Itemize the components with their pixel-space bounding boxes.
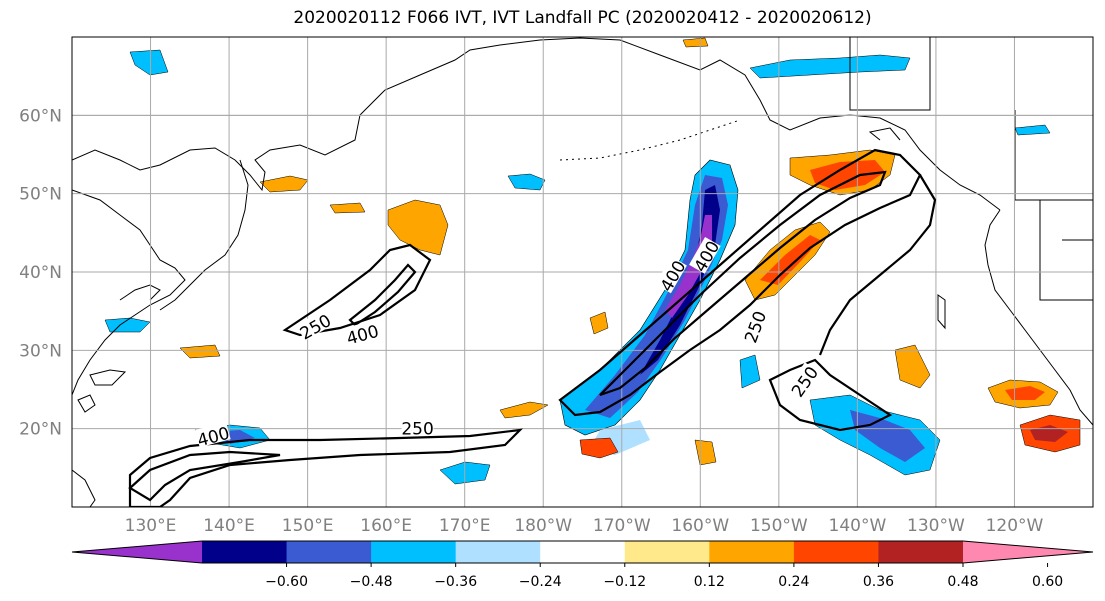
positive-patch-hawaii <box>579 437 619 459</box>
positive-patch-alaska-core <box>810 160 885 190</box>
contour-label-bg <box>689 236 721 274</box>
positive-patch-small2 <box>329 202 366 214</box>
positive-patch-small4 <box>499 401 549 419</box>
colorbar-tick-label: 0.12 <box>694 574 725 590</box>
colorbar-tick-label: −0.36 <box>434 574 477 590</box>
map-frame <box>71 36 1094 508</box>
colorbar-tick-label: 0.48 <box>947 574 978 590</box>
longitude-tick-label: 130°E <box>125 516 177 536</box>
colorbar-segment <box>709 541 795 563</box>
longitude-tick-label: 170°W <box>593 516 651 536</box>
positive-patch-west <box>387 199 449 256</box>
longitude-tick-label: 170°E <box>439 516 491 536</box>
colorbar-segment <box>624 541 710 563</box>
colorbar-tick-labels: −0.60 −0.48 −0.36 −0.24 −0.12 0.12 0.24 0.36 0.4… <box>265 563 1063 590</box>
latitude-tick-label: 20°N <box>19 420 62 440</box>
colorbar-tick-label: −0.12 <box>603 574 646 590</box>
longitude-tick-label: 150°E <box>282 516 334 536</box>
colorbar-outline <box>71 540 1094 564</box>
negative-patch-small8 <box>129 49 169 76</box>
longitude-tick-label: 140°W <box>829 516 887 536</box>
colorbar-tick-label: −0.48 <box>350 574 393 590</box>
map-grid <box>72 37 1093 507</box>
longitude-labels: 130°E 140°E 150°E 160°E 170°E 180°W 170°W 160°W… <box>125 516 1044 536</box>
colorbar-tick-label: −0.60 <box>265 574 308 590</box>
positive-patch-mid <box>894 344 931 389</box>
colorbar-extend-low <box>72 541 202 563</box>
longitude-tick-label: 150°W <box>750 516 808 536</box>
colorbar-extend-high <box>963 541 1093 563</box>
contour-250-west <box>282 243 432 337</box>
contour-250-main <box>558 148 922 417</box>
latitude-labels: 20°N 30°N 40°N 50°N 60°N <box>19 106 62 439</box>
contour-250-hawaii <box>768 358 893 432</box>
positive-patch-small1 <box>259 175 309 193</box>
negative-patch-se-core <box>850 410 925 462</box>
positive-patch-east-core <box>1005 386 1045 400</box>
positive-patch-small3 <box>179 344 221 359</box>
contour-label-bg <box>401 417 434 436</box>
positive-patch-small6 <box>682 37 709 48</box>
longitude-tick-label: 130°W <box>907 516 965 536</box>
contour-label-bg <box>296 309 333 341</box>
contour-400-main <box>599 170 887 397</box>
longitude-tick-label: 120°W <box>986 516 1044 536</box>
colorbar <box>71 540 1094 564</box>
contour-label-bg <box>344 319 380 346</box>
colorbar-tick-label: 0.36 <box>863 574 894 590</box>
colorbar-segment <box>371 541 457 563</box>
contour-250-south <box>128 428 524 507</box>
latitude-tick-label: 50°N <box>19 185 62 205</box>
negative-patch-small7 <box>1014 124 1051 136</box>
colorbar-segment <box>455 541 541 563</box>
map-title: 2020020112 F066 IVT, IVT Landfall PC (20… <box>293 8 872 28</box>
contour-250-east <box>818 174 937 356</box>
negative-patch-small9 <box>739 354 761 389</box>
colorbar-segment <box>878 541 964 563</box>
negative-band-inner <box>640 185 720 375</box>
longitude-tick-label: 160°E <box>360 516 412 536</box>
latitude-tick-label: 60°N <box>19 106 62 126</box>
contour-label-bg <box>655 256 687 294</box>
colorbar-segment <box>286 541 372 563</box>
latitude-tick-label: 40°N <box>19 263 62 283</box>
contour-label: 250 <box>401 420 433 440</box>
negative-band-mid <box>585 175 728 418</box>
colorbar-segment <box>793 541 879 563</box>
colorbar-segment <box>202 541 288 563</box>
longitude-tick-label: 160°W <box>671 516 729 536</box>
longitude-tick-label: 180°W <box>514 516 572 536</box>
contour-400-west <box>348 263 417 327</box>
negative-patch-north <box>749 54 911 79</box>
longitude-tick-label: 140°E <box>203 516 255 536</box>
contour-label-bg <box>739 308 768 345</box>
contour-label-bg <box>786 362 820 399</box>
positive-patch-small5 <box>589 311 609 335</box>
latitude-tick-label: 30°N <box>19 341 62 361</box>
colorbar-tick-label: −0.24 <box>519 574 562 590</box>
colorbar-segment <box>540 541 626 563</box>
colorbar-tick-label: 0.24 <box>778 574 809 590</box>
negative-patch-aleut <box>507 173 546 191</box>
contour-400-south <box>128 450 281 502</box>
positive-patch-se-core <box>1030 425 1068 442</box>
ivt-contours <box>128 148 937 507</box>
colorbar-tick-label: 0.60 <box>1032 574 1063 590</box>
contour-label-bg <box>195 421 231 448</box>
